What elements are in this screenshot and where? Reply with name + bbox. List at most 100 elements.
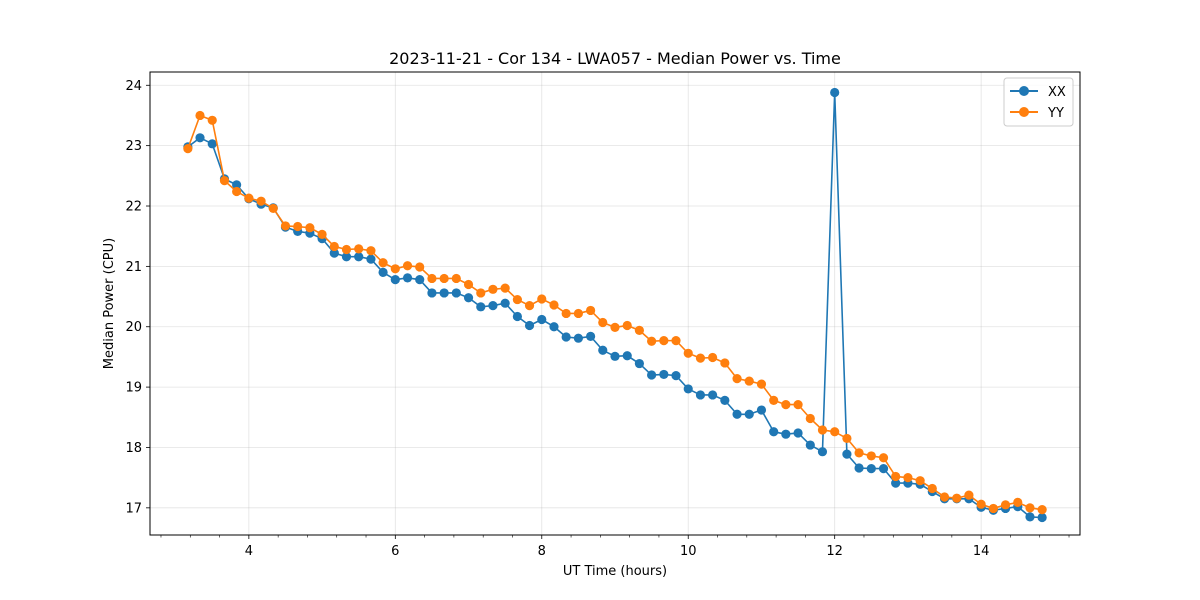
- x-tick-label: 14: [973, 544, 990, 559]
- data-point-yy: [744, 376, 754, 386]
- data-point-xx: [891, 478, 901, 488]
- data-point-xx: [769, 427, 779, 437]
- y-axis-label: Median Power (CPU): [102, 238, 117, 369]
- data-point-xx: [805, 440, 815, 450]
- data-point-xx: [708, 390, 718, 400]
- data-point-yy: [390, 264, 400, 274]
- series-yy: [183, 110, 1047, 515]
- data-point-xx: [830, 87, 840, 98]
- data-point-xx: [671, 371, 681, 381]
- legend: XX YY: [1003, 77, 1074, 127]
- data-point-yy: [634, 325, 644, 335]
- data-point-xx: [732, 409, 742, 419]
- data-point-yy: [756, 379, 767, 389]
- y-tick-label: 21: [125, 260, 142, 275]
- legend-label-xx: XX: [1048, 85, 1066, 100]
- data-point-yy: [280, 221, 291, 231]
- data-point-xx: [756, 405, 767, 415]
- data-point-yy: [939, 492, 950, 502]
- data-point-xx: [232, 180, 242, 190]
- data-point-yy: [671, 336, 681, 346]
- data-point-xx: [854, 463, 864, 473]
- data-point-xx: [817, 447, 828, 457]
- data-point-yy: [317, 229, 327, 239]
- data-point-yy: [915, 476, 925, 486]
- data-point-yy: [219, 176, 230, 186]
- data-point-xx: [610, 351, 620, 361]
- data-point-yy: [695, 353, 706, 363]
- grid-layer: [150, 72, 1080, 535]
- y-tick-label: 17: [125, 501, 142, 516]
- data-point-xx: [500, 298, 510, 308]
- data-point-yy: [683, 348, 693, 358]
- data-point-yy: [659, 336, 669, 346]
- data-point-xx: [354, 252, 364, 262]
- ticks-layer: 4 6 8 10 12 14 17 18 19 20 21 22 23 24: [125, 79, 1070, 559]
- data-point-yy: [866, 451, 876, 461]
- data-point-yy: [927, 483, 937, 494]
- data-point-yy: [256, 196, 266, 206]
- x-tick-label: 6: [391, 544, 399, 559]
- y-tick-label: 18: [125, 441, 142, 456]
- data-point-xx: [1037, 512, 1047, 523]
- data-point-yy: [183, 144, 193, 154]
- data-point-yy: [610, 322, 620, 332]
- data-point-yy: [354, 244, 364, 254]
- data-point-yy: [402, 261, 413, 271]
- y-tick-label: 22: [125, 200, 142, 215]
- data-point-yy: [586, 305, 596, 316]
- data-point-yy: [427, 273, 437, 284]
- data-point-xx: [781, 429, 791, 439]
- data-point-xx: [634, 358, 644, 369]
- data-point-yy: [207, 115, 217, 125]
- data-point-yy: [232, 186, 242, 197]
- data-point-yy: [341, 244, 352, 255]
- data-point-xx: [561, 332, 571, 342]
- data-point-xx: [524, 320, 535, 331]
- data-point-yy: [817, 425, 828, 435]
- data-point-xx: [390, 275, 400, 285]
- data-point-xx: [415, 275, 425, 285]
- data-point-yy: [463, 279, 474, 290]
- data-point-yy: [1013, 497, 1023, 507]
- data-point-xx: [866, 464, 876, 474]
- data-point-xx: [488, 301, 498, 311]
- data-point-yy: [1025, 503, 1035, 513]
- data-point-yy: [854, 448, 864, 458]
- x-tick-label: 4: [245, 544, 253, 559]
- legend-marker-xx: [1019, 86, 1029, 96]
- data-point-xx: [659, 369, 669, 380]
- x-tick-label: 12: [826, 544, 843, 559]
- data-point-yy: [805, 413, 815, 424]
- data-point-yy: [549, 300, 559, 310]
- data-point-xx: [341, 252, 352, 262]
- x-axis-label: UT Time (hours): [563, 564, 667, 579]
- data-point-yy: [732, 374, 742, 384]
- data-point-yy: [708, 352, 718, 363]
- data-point-xx: [586, 331, 596, 341]
- series-line-xx: [187, 91, 1043, 519]
- data-point-yy: [476, 288, 486, 298]
- data-point-xx: [402, 273, 413, 283]
- data-point-yy: [439, 273, 449, 284]
- data-point-yy: [622, 320, 632, 331]
- x-tick-label: 8: [538, 544, 546, 559]
- data-point-xx: [549, 322, 559, 332]
- data-point-xx: [842, 449, 852, 459]
- data-point-xx: [720, 395, 730, 405]
- data-point-xx: [598, 345, 608, 355]
- data-point-xx: [512, 311, 522, 322]
- data-point-yy: [195, 110, 205, 121]
- chart-title: 2023-11-21 - Cor 134 - LWA057 - Median P…: [389, 49, 841, 68]
- y-tick-label: 23: [125, 139, 142, 154]
- data-point-yy: [878, 453, 889, 463]
- data-point-yy: [451, 273, 461, 284]
- data-point-yy: [830, 427, 840, 437]
- data-point-yy: [305, 223, 315, 233]
- data-point-yy: [1000, 500, 1011, 510]
- x-tick-label: 10: [680, 544, 697, 559]
- data-point-xx: [329, 248, 339, 258]
- data-point-xx: [207, 139, 217, 149]
- data-point-yy: [244, 193, 254, 203]
- series-xx: [183, 87, 1047, 523]
